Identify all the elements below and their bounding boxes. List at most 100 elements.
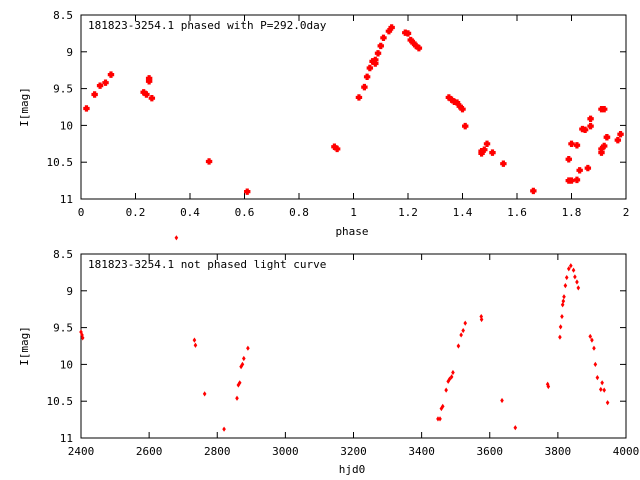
unphased-data-points [79,235,610,432]
phased-data-point [568,140,575,147]
unphased-x-tick-label: 3800 [545,445,572,458]
phased-x-tick-label: 1 [350,206,357,219]
phased-x-tick-label: 1.8 [562,206,582,219]
phased-data-points [83,24,624,195]
phased-data-point [372,56,379,64]
phased-chart: 0 0.2 0.4 0.6 0.8 1 1.2 1.4 1.6 1.8 2 8.5 9 9.5 10 10.5… [18,9,629,238]
unphased-data-point [588,333,593,340]
phased-data-point [584,164,592,172]
unphased-data-point [575,279,579,285]
phased-data-point [601,142,608,150]
phased-data-point [377,42,384,50]
phased-data-point [565,156,572,163]
unphased-x-tick-label: 3400 [408,445,435,458]
unphased-data-point [590,337,594,343]
unphased-data-point [513,425,518,431]
phased-data-point [102,79,109,86]
phased-data-point [404,30,412,37]
phased-x-tick-label: 1.2 [398,206,418,219]
unphased-data-point [558,334,562,340]
phased-data-point [374,50,382,57]
unphased-data-point [605,400,610,406]
unphased-chart: 2400 2600 2800 3000 3200 3400 3600 3800 4000 8.5 9… [18,235,639,476]
phased-data-point [462,122,469,130]
unphased-y-tick-label: 9 [66,285,73,298]
unphased-y-axis-label: I[mag] [18,326,31,366]
unphased-data-point [192,337,197,343]
phased-y-tick-label: 11 [60,193,73,206]
phased-data-point [96,82,104,89]
phased-data-point [333,145,341,153]
unphased-x-tick-label: 2400 [68,445,95,458]
unphased-data-point [562,294,566,300]
phased-data-point [576,167,583,174]
phased-data-point [244,188,251,195]
unphased-data-point [600,380,604,386]
phased-x-tick-label: 0.6 [235,206,255,219]
unphased-data-point [242,355,246,362]
phased-data-point [361,83,368,91]
phased-data-point [355,94,363,101]
phased-data-point [481,146,488,153]
phased-data-point [489,149,496,156]
unphased-data-point [456,343,461,349]
unphased-data-point [592,345,596,351]
unphased-data-point [436,416,440,422]
phased-y-tick-label: 9 [66,46,73,59]
phased-data-point [530,187,537,195]
phased-data-point [415,44,423,52]
unphased-x-tick-label: 4000 [613,445,640,458]
unphased-data-point [500,397,504,404]
unphased-x-tick-label: 3000 [272,445,299,458]
phased-x-tick-label: 0.8 [289,206,309,219]
unphased-y-tick-label: 10.5 [47,395,74,408]
phased-y-tick-label: 8.5 [53,9,73,22]
unphased-data-point [573,274,577,280]
phased-x-tick-label: 2 [623,206,630,219]
phased-data-point [573,176,581,184]
unphased-data-point [440,403,445,409]
phased-x-tick-label: 0 [78,206,85,219]
phased-data-point [614,136,622,144]
phased-x-tick-label: 0.4 [180,206,200,219]
phased-data-point [83,105,90,112]
phased-data-point [380,34,387,42]
unphased-data-point [566,266,571,272]
phased-data-point [483,140,491,147]
phased-data-point [587,122,594,130]
unphased-data-point [560,302,565,308]
unphased-data-point [479,316,484,323]
unphased-data-point [463,320,468,326]
phased-y-tick-label: 9.5 [53,83,73,96]
phased-data-point [205,158,213,165]
unphased-data-point [595,375,600,381]
phased-data-point [366,64,374,72]
unphased-data-point [558,324,563,330]
phased-x-tick-label: 0.2 [126,206,146,219]
phased-axis-ticks: 0 0.2 0.4 0.6 0.8 1 1.2 1.4 1.6 1.8 2 8.5 9 9.5 10 10.5… [47,9,630,219]
phased-data-point [148,94,156,102]
unphased-data-point [564,274,569,281]
unphased-x-tick-label: 2600 [136,445,163,458]
phased-data-point [587,115,594,122]
unphased-data-point [235,395,239,401]
phased-data-point [568,177,575,184]
phased-data-point [107,71,115,78]
unphased-x-tick-label: 2800 [204,445,231,458]
phased-data-point [617,131,624,138]
unphased-y-tick-label: 9.5 [53,322,73,335]
unphased-data-point [461,327,465,334]
unphased-data-point [593,361,598,367]
phased-data-point [91,91,98,98]
phased-x-axis-label: phase [335,225,368,238]
phased-y-tick-label: 10 [60,119,73,132]
unphased-data-point [560,313,564,320]
unphased-data-point [174,235,179,241]
unphased-x-tick-label: 3600 [477,445,504,458]
unphased-data-point [563,283,568,289]
phased-data-point [388,24,395,31]
phased-data-point [598,149,605,156]
phased-data-point [143,91,150,98]
